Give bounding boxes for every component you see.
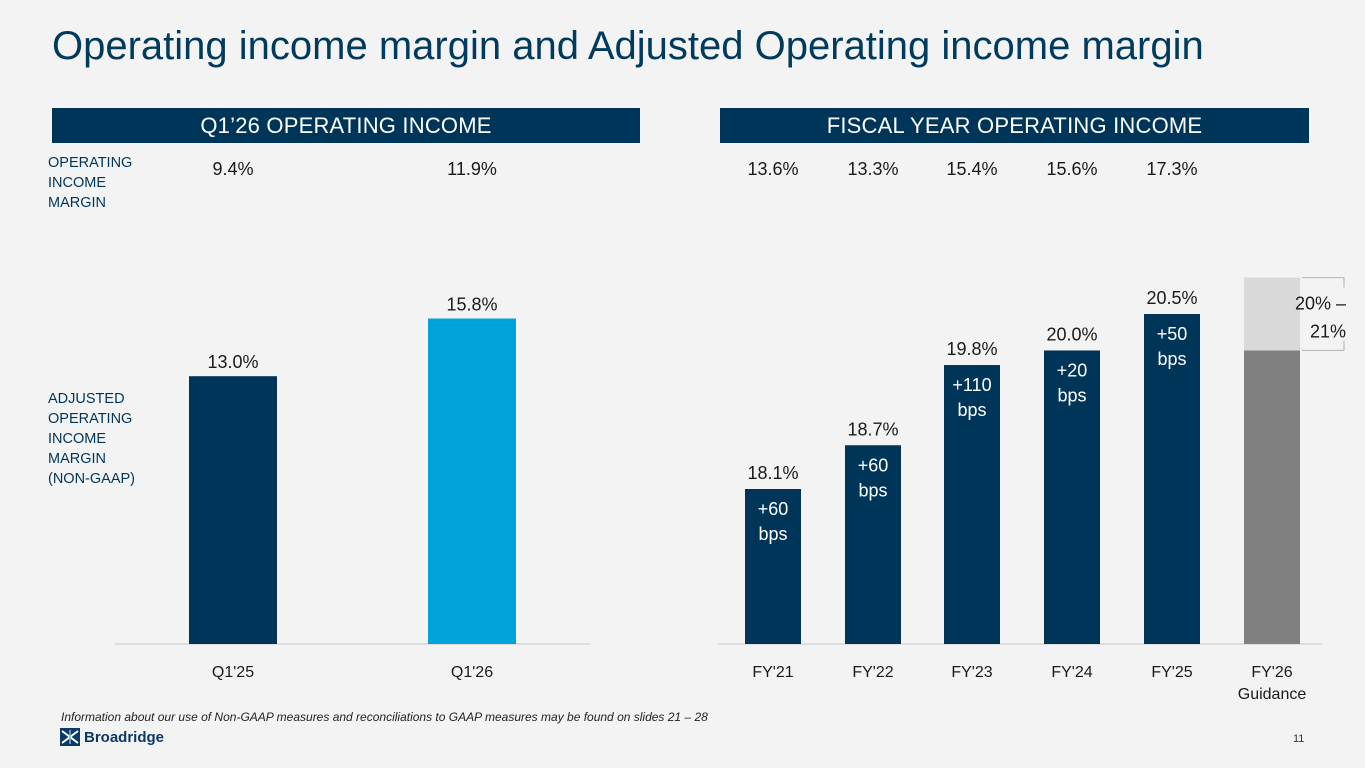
fy-category-label: FY'24 [1051,664,1092,681]
fy-bar-change-label: +60 [858,455,889,475]
fy-bar-change-unit: bps [1157,349,1186,369]
operating-margin-row-label: OPERATING INCOME MARGIN [48,155,133,211]
fy-operating-margin-value: 13.3% [847,159,898,179]
guidance-bracket [1302,276,1345,352]
fiscal-year-header: FISCAL YEAR OPERATING INCOME [720,108,1309,143]
q1-operating-margin-value: 9.4% [212,159,253,179]
footnote: Information about our use of Non-GAAP me… [61,710,708,724]
fy-bar-change-label: +110 [952,375,991,395]
fy-operating-margin-value: 15.6% [1046,159,1097,179]
fy-bar-change-unit: bps [858,480,887,500]
fy-bar-change-unit: bps [1057,385,1086,405]
q1-bar-value-label: 13.0% [207,352,258,372]
guidance-range-label: 20% – [1295,294,1346,314]
broadridge-logo: Broadridge [60,728,164,746]
fy-bar [745,489,801,644]
broadridge-logo-text: Broadridge [84,728,165,746]
q1-bar [189,376,277,644]
fy-bar [1044,350,1100,644]
fy-bar-value-label: 19.8% [946,339,997,359]
q1-operating-margin-value: 11.9% [447,159,497,179]
q1-header: Q1’26 OPERATING INCOME [52,108,640,143]
adjusted-margin-row-label: ADJUSTED OPERATING INCOME MARGIN (NON-GA… [48,391,135,487]
q1-bar [428,318,516,644]
fy-bar [944,365,1000,644]
q1-bar-value-label: 15.8% [446,295,497,315]
fy-operating-margin-value: 17.3% [1146,159,1197,179]
page-title: Operating income margin and Adjusted Ope… [52,24,1204,68]
fy-bar-value-label: 20.5% [1146,288,1197,308]
fy-bar-value-label: 20.0% [1046,324,1097,344]
fy-bar-value-label: 18.7% [847,419,898,439]
fy-bar-change-unit: bps [957,400,986,420]
guidance-bar-range [1244,277,1300,351]
fy-bar-change-label: +20 [1057,360,1088,380]
fy-category-label: FY'25 [1151,664,1192,681]
guidance-range-label: 21% [1310,322,1346,342]
broadridge-logo-icon [60,728,80,746]
fy-bar-value-label: 18.1% [747,463,798,483]
q1-category-label: Q1'26 [451,664,493,681]
fy-category-label: FY'21 [752,664,793,681]
fy-category-label: FY'23 [951,664,992,681]
fy-operating-margin-value: 13.6% [747,159,798,179]
fy-bar [1144,314,1200,644]
q1-category-label: Q1'25 [212,664,254,681]
fy-bar [845,445,901,644]
fy-category-label: FY'22 [852,664,893,681]
fy-category-sublabel: Guidance [1238,686,1307,703]
fy-category-label: FY'26 [1251,664,1292,681]
page-number: 11 [1293,733,1305,745]
fy-bar-change-label: +60 [758,499,789,519]
fy-operating-margin-value: 15.4% [946,159,997,179]
fy-bar-change-label: +50 [1157,324,1188,344]
fy-bar-change-unit: bps [758,524,787,544]
guidance-bar-low [1244,350,1300,644]
